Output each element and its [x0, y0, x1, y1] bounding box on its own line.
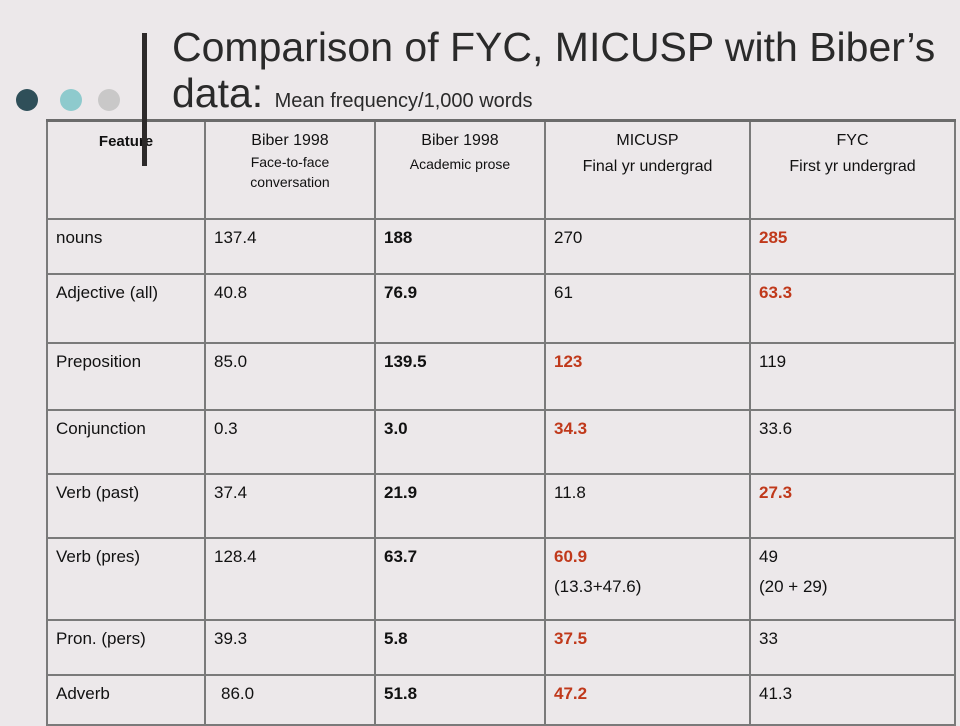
micusp-cell: 60.9 (13.3+47.6): [544, 536, 751, 621]
bullet-dot-teal: [60, 89, 82, 111]
table-row: Adjective (all) 40.8 76.9 61 63.3: [46, 272, 956, 344]
feature-cell: Preposition: [46, 341, 206, 411]
biber-academic-cell: 63.7: [374, 536, 546, 621]
biber-academic-cell: 76.9: [374, 272, 546, 344]
feature-cell: Verb (pres): [46, 536, 206, 621]
biber-conversation-cell: 40.8: [204, 272, 376, 344]
fyc-cell: 49 (20 + 29): [749, 536, 956, 621]
header-micusp: MICUSP Final yr undergrad: [544, 119, 751, 220]
micusp-cell: 34.3: [544, 408, 751, 475]
table-header-row: Feature Biber 1998 Face-to-face conversa…: [46, 119, 956, 220]
header-fyc-desc: First yr undergrad: [789, 158, 916, 175]
biber-conversation-cell: 85.0: [204, 341, 376, 411]
biber-academic-cell: 21.9: [374, 472, 546, 539]
table-row: Verb (past) 37.4 21.9 11.8 27.3: [46, 472, 956, 539]
header-biber-conversation: Biber 1998 Face-to-face conversation: [204, 119, 376, 220]
biber-academic-cell: 5.8: [374, 618, 546, 676]
feature-cell: nouns: [46, 217, 206, 275]
feature-cell: Verb (past): [46, 472, 206, 539]
title-accent-bar: [142, 33, 147, 166]
biber-conversation-cell: 137.4: [204, 217, 376, 275]
table-row: Verb (pres) 128.4 63.7 60.9 (13.3+47.6) …: [46, 536, 956, 621]
feature-cell: Adverb: [46, 673, 206, 726]
biber-conversation-cell: 37.4: [204, 472, 376, 539]
table-row: Pron. (pers) 39.3 5.8 37.5 33: [46, 618, 956, 676]
table-row: nouns 137.4 188 270 285: [46, 217, 956, 275]
bullet-dot-grey: [98, 89, 120, 111]
header-micusp-desc: Final yr undergrad: [582, 158, 713, 175]
fyc-cell: 41.3: [749, 673, 956, 726]
header-fyc-title: FYC: [836, 132, 869, 149]
feature-cell: Pron. (pers): [46, 618, 206, 676]
biber-academic-cell: 51.8: [374, 673, 546, 726]
fyc-cell: 33: [749, 618, 956, 676]
table-row: Preposition 85.0 139.5 123 119: [46, 341, 956, 411]
fyc-breakdown: (20 + 29): [759, 576, 828, 596]
table-row: Adverb 86.0 51.8 47.2 41.3: [46, 673, 956, 726]
micusp-cell: 11.8: [544, 472, 751, 539]
header-biber-academic-desc: Academic prose: [409, 156, 511, 172]
header-biber-conversation-desc: Face-to-face conversation: [250, 154, 330, 190]
biber-conversation-cell: 128.4: [204, 536, 376, 621]
biber-academic-cell: 3.0: [374, 408, 546, 475]
slide-subtitle: Mean frequency/1,000 words: [274, 90, 533, 112]
slide-title-main: Comparison of FYC, MICUSP with Biber’s d…: [172, 24, 936, 116]
feature-cell: Adjective (all): [46, 272, 206, 344]
biber-academic-cell: 188: [374, 217, 546, 275]
fyc-cell: 27.3: [749, 472, 956, 539]
slide-title: Comparison of FYC, MICUSP with Biber’s d…: [172, 24, 960, 124]
biber-academic-cell: 139.5: [374, 341, 546, 411]
header-biber-academic: Biber 1998 Academic prose: [374, 119, 546, 220]
micusp-cell: 47.2: [544, 673, 751, 726]
table-row: Conjunction 0.3 3.0 34.3 33.6: [46, 408, 956, 475]
header-biber-academic-title: Biber 1998: [421, 132, 499, 149]
comparison-table: Feature Biber 1998 Face-to-face conversa…: [46, 119, 956, 726]
header-micusp-title: MICUSP: [616, 132, 679, 149]
fyc-cell: 33.6: [749, 408, 956, 475]
micusp-cell: 123: [544, 341, 751, 411]
micusp-breakdown: (13.3+47.6): [554, 576, 642, 596]
header-fyc: FYC First yr undergrad: [749, 119, 956, 220]
header-feature: Feature: [46, 119, 206, 220]
biber-conversation-cell: 86.0: [204, 673, 376, 726]
fyc-cell: 63.3: [749, 272, 956, 344]
micusp-cell: 37.5: [544, 618, 751, 676]
biber-conversation-cell: 0.3: [204, 408, 376, 475]
micusp-cell: 61: [544, 272, 751, 344]
fyc-cell: 119: [749, 341, 956, 411]
feature-cell: Conjunction: [46, 408, 206, 475]
fyc-cell: 285: [749, 217, 956, 275]
micusp-cell: 270: [544, 217, 751, 275]
header-biber-conversation-title: Biber 1998: [251, 132, 329, 149]
fyc-value: 49: [759, 546, 778, 566]
biber-conversation-cell: 39.3: [204, 618, 376, 676]
bullet-dot-dark: [16, 89, 38, 111]
micusp-value: 60.9: [554, 546, 588, 566]
